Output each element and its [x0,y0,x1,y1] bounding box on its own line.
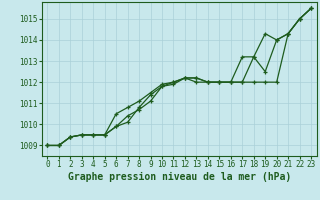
X-axis label: Graphe pression niveau de la mer (hPa): Graphe pression niveau de la mer (hPa) [68,172,291,182]
